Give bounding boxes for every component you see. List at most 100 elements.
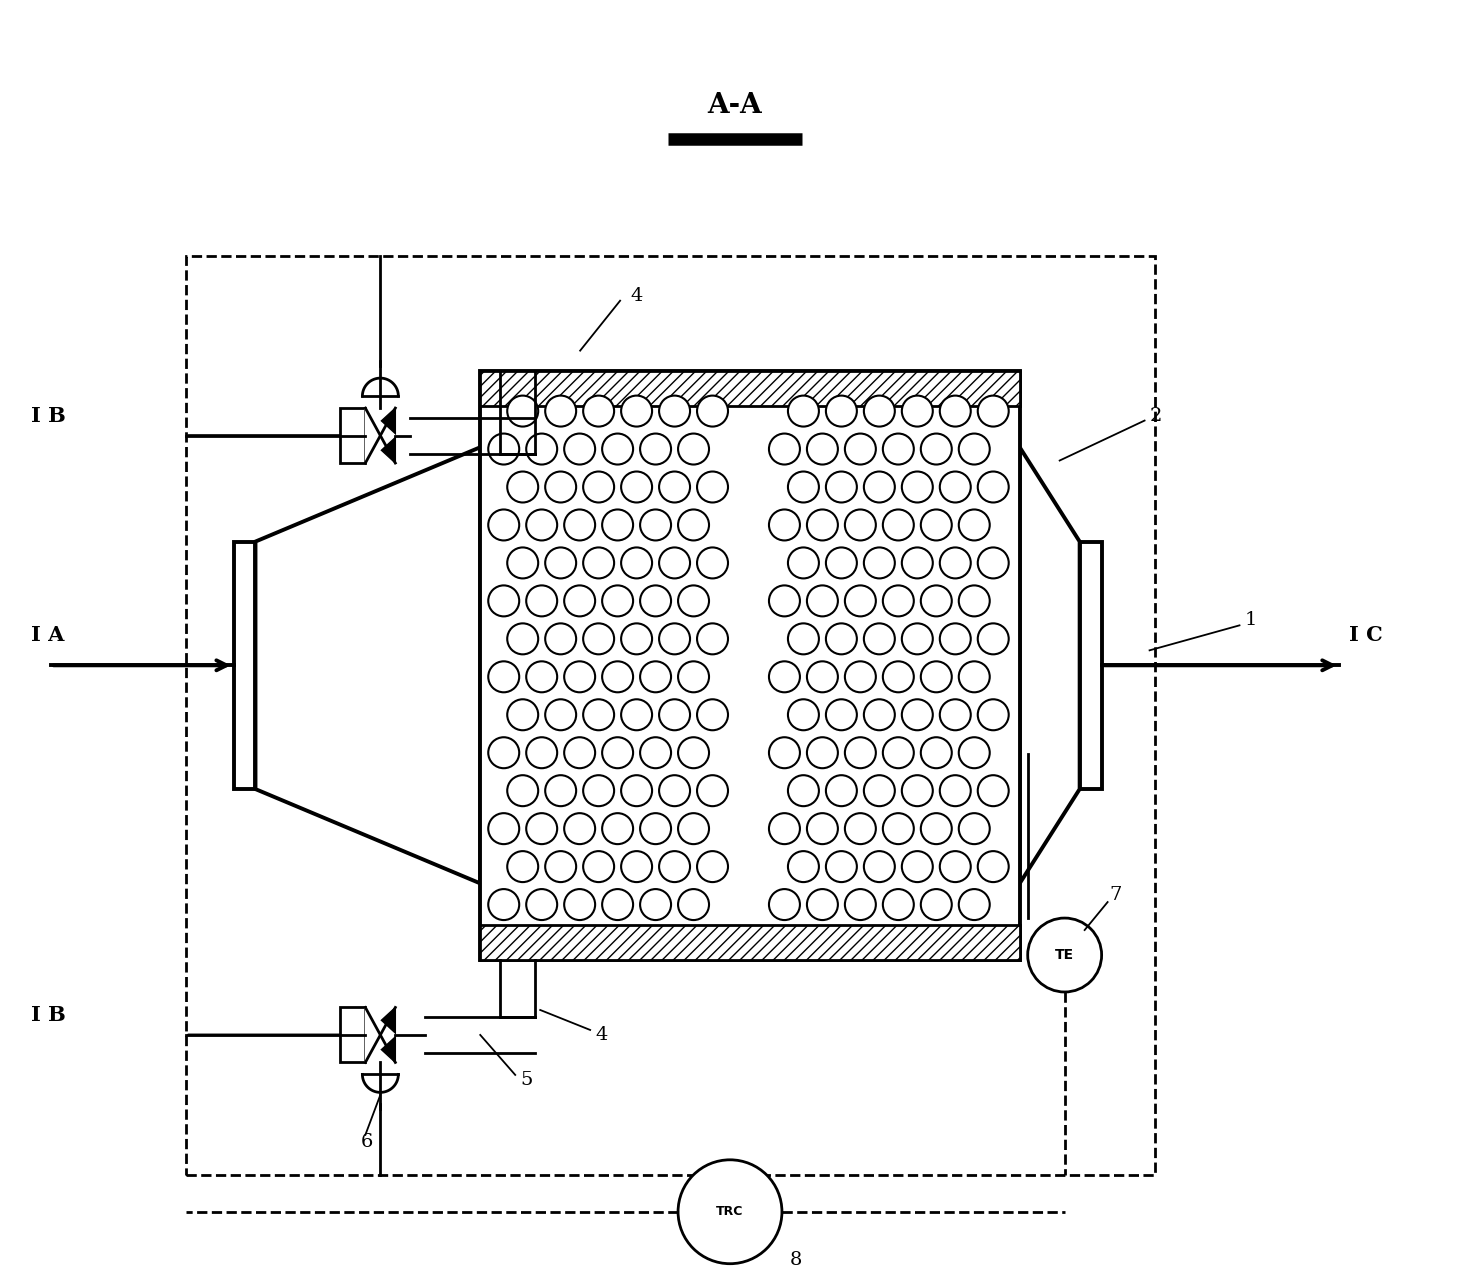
Circle shape (863, 623, 895, 655)
Circle shape (882, 813, 914, 844)
Circle shape (958, 586, 990, 616)
Circle shape (939, 472, 971, 502)
Circle shape (808, 586, 838, 616)
Circle shape (846, 813, 876, 844)
Circle shape (958, 813, 990, 844)
Circle shape (863, 699, 895, 731)
Bar (341, 1008, 366, 1063)
Bar (480, 371, 1020, 960)
Bar (1080, 541, 1102, 789)
Circle shape (658, 548, 691, 578)
Text: 4: 4 (595, 1026, 607, 1043)
Circle shape (863, 548, 895, 578)
Circle shape (658, 472, 691, 502)
Circle shape (641, 737, 672, 768)
Circle shape (939, 623, 971, 655)
Circle shape (827, 623, 857, 655)
Circle shape (489, 510, 519, 540)
Circle shape (696, 395, 729, 427)
Circle shape (546, 472, 576, 502)
Circle shape (527, 433, 557, 464)
Circle shape (584, 472, 614, 502)
Circle shape (882, 737, 914, 768)
Circle shape (584, 699, 614, 731)
Circle shape (527, 661, 557, 693)
Circle shape (603, 661, 633, 693)
Circle shape (846, 661, 876, 693)
Circle shape (641, 813, 672, 844)
Circle shape (696, 623, 729, 655)
Circle shape (958, 433, 990, 464)
Bar (234, 541, 256, 789)
Circle shape (696, 472, 729, 502)
Circle shape (977, 623, 1008, 655)
Circle shape (920, 433, 952, 464)
Polygon shape (366, 1008, 395, 1063)
Circle shape (584, 548, 614, 578)
Text: 5: 5 (521, 1071, 533, 1089)
Circle shape (789, 852, 819, 882)
Text: 1: 1 (1245, 611, 1257, 629)
Text: 7: 7 (1109, 886, 1122, 904)
Circle shape (508, 852, 538, 882)
Bar (341, 408, 366, 463)
Circle shape (658, 775, 691, 806)
Circle shape (527, 813, 557, 844)
Circle shape (546, 775, 576, 806)
Circle shape (846, 433, 876, 464)
Circle shape (641, 661, 672, 693)
Text: TE: TE (1055, 948, 1074, 962)
Circle shape (565, 433, 595, 464)
Circle shape (863, 852, 895, 882)
Circle shape (546, 548, 576, 578)
Circle shape (882, 661, 914, 693)
Circle shape (770, 510, 800, 540)
Circle shape (565, 661, 595, 693)
Bar (186, 255, 1154, 1174)
Text: I B: I B (31, 1005, 66, 1024)
Circle shape (508, 775, 538, 806)
Circle shape (901, 472, 933, 502)
Circle shape (658, 852, 691, 882)
Circle shape (622, 852, 652, 882)
Circle shape (489, 813, 519, 844)
Circle shape (827, 548, 857, 578)
Circle shape (789, 548, 819, 578)
Polygon shape (366, 1008, 395, 1063)
Text: 4: 4 (631, 287, 642, 305)
Circle shape (622, 775, 652, 806)
Circle shape (827, 775, 857, 806)
Circle shape (827, 699, 857, 731)
Circle shape (565, 510, 595, 540)
Circle shape (622, 548, 652, 578)
Circle shape (508, 395, 538, 427)
Circle shape (808, 510, 838, 540)
Circle shape (977, 395, 1008, 427)
Circle shape (770, 813, 800, 844)
Circle shape (603, 813, 633, 844)
Circle shape (677, 890, 710, 920)
Circle shape (977, 699, 1008, 731)
Circle shape (489, 586, 519, 616)
Circle shape (882, 510, 914, 540)
Circle shape (546, 395, 576, 427)
Circle shape (565, 737, 595, 768)
Circle shape (827, 395, 857, 427)
Circle shape (901, 852, 933, 882)
Circle shape (827, 472, 857, 502)
Circle shape (977, 852, 1008, 882)
Polygon shape (1020, 447, 1080, 883)
Circle shape (603, 586, 633, 616)
Circle shape (770, 890, 800, 920)
Circle shape (827, 852, 857, 882)
Circle shape (696, 775, 729, 806)
Circle shape (527, 586, 557, 616)
Circle shape (977, 548, 1008, 578)
Circle shape (882, 586, 914, 616)
Text: 2: 2 (1150, 407, 1162, 425)
Circle shape (789, 775, 819, 806)
Circle shape (920, 737, 952, 768)
Circle shape (808, 737, 838, 768)
Circle shape (808, 433, 838, 464)
Circle shape (789, 699, 819, 731)
